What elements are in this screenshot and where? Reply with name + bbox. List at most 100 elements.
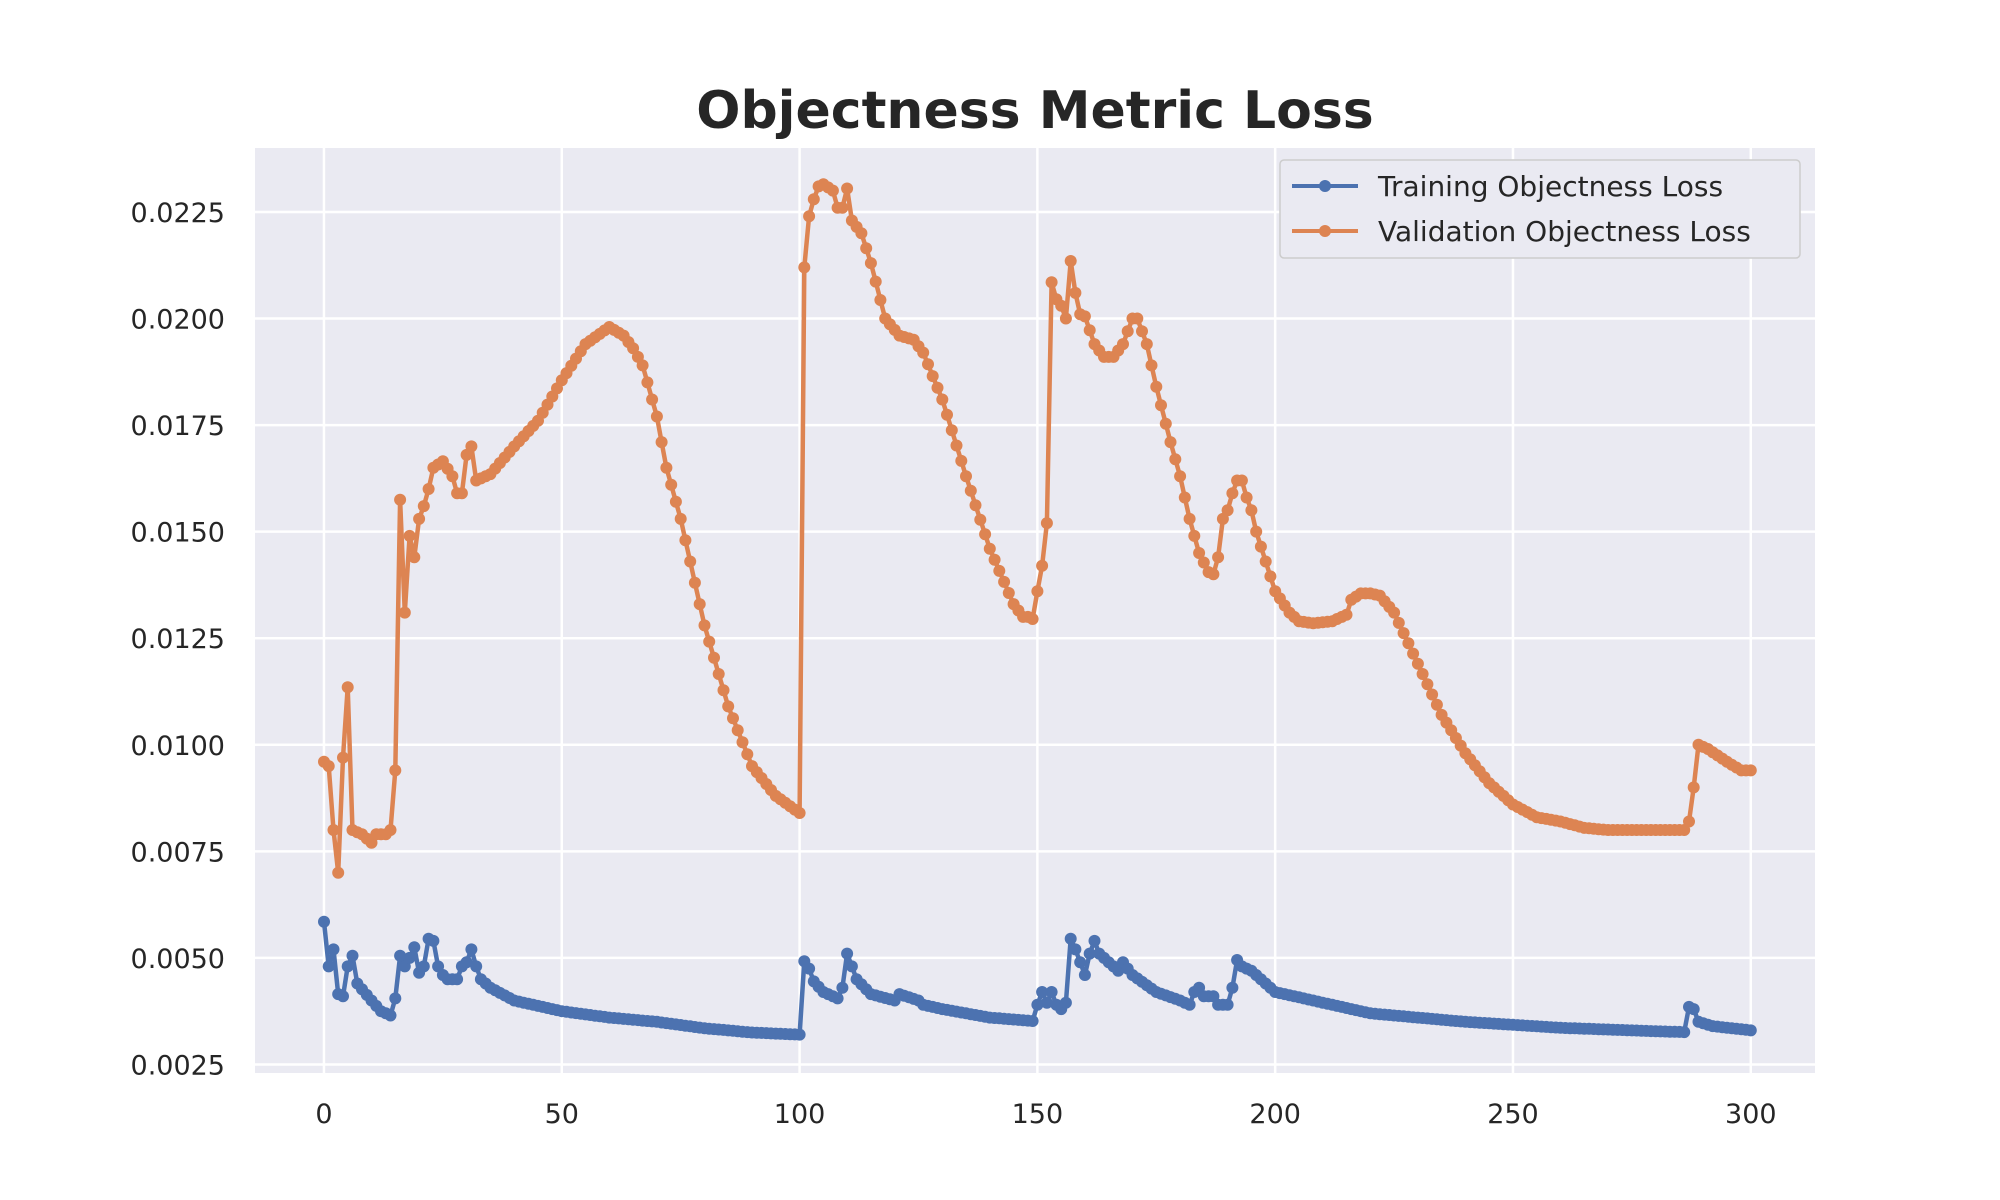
data-point	[1388, 606, 1401, 619]
data-point	[955, 454, 968, 467]
data-point	[470, 960, 483, 973]
data-point	[798, 261, 811, 274]
data-point	[836, 981, 849, 994]
data-point	[1392, 616, 1405, 629]
data-point	[1064, 255, 1077, 267]
data-point	[1031, 998, 1044, 1011]
data-point	[1340, 608, 1353, 621]
data-point	[1045, 276, 1058, 289]
data-point	[693, 598, 706, 611]
data-point	[727, 712, 739, 725]
data-point	[831, 992, 844, 1005]
data-point	[641, 376, 654, 389]
y-tick-label: 0.0075	[131, 837, 225, 868]
data-point	[1207, 568, 1220, 581]
data-point	[1426, 688, 1439, 701]
data-point	[736, 736, 749, 749]
data-point	[679, 534, 692, 547]
legend-box	[1279, 159, 1801, 259]
data-point	[869, 275, 882, 288]
data-point	[1083, 324, 1096, 337]
data-point	[1226, 981, 1239, 994]
tick-labels: 0 50 100 150 200 250 300 0.0025 0.0050 0.0075 0.01…	[131, 198, 1777, 1130]
data-point	[917, 346, 930, 359]
x-tick-label: 300	[1725, 1099, 1777, 1130]
data-point	[394, 949, 407, 962]
series-layer	[318, 178, 1757, 1041]
data-point	[1197, 556, 1210, 569]
data-point	[1183, 998, 1196, 1011]
data-point	[332, 866, 345, 879]
data-point	[427, 934, 440, 947]
data-point	[403, 529, 416, 542]
data-point	[1430, 698, 1443, 711]
data-point	[1064, 932, 1077, 945]
data-point	[1002, 587, 1015, 599]
data-point	[1183, 512, 1196, 525]
data-point	[1744, 1024, 1757, 1037]
data-point	[1407, 647, 1420, 660]
y-tick-label: 0.0125	[131, 624, 225, 655]
legend-label-validation: Validation Objectness Loss	[1378, 215, 1751, 248]
data-point	[1055, 299, 1068, 312]
data-point	[1159, 417, 1172, 430]
data-point	[1074, 956, 1087, 969]
data-point	[931, 381, 944, 394]
data-point	[1421, 678, 1434, 691]
data-point	[1240, 491, 1253, 504]
data-point	[327, 943, 340, 956]
data-point	[684, 555, 697, 568]
data-point	[1078, 969, 1091, 981]
data-point	[1221, 504, 1234, 517]
data-point	[384, 824, 397, 836]
data-point	[698, 619, 711, 632]
data-point	[408, 551, 421, 564]
data-point	[327, 824, 340, 836]
data-point	[708, 651, 720, 664]
data-point	[460, 956, 473, 969]
data-point	[1212, 551, 1225, 564]
x-tick-label: 50	[545, 1099, 579, 1130]
data-point	[803, 210, 816, 223]
data-point	[322, 960, 335, 973]
data-point	[1040, 996, 1053, 1009]
series-training	[318, 915, 1757, 1041]
data-point	[1145, 359, 1158, 372]
chart-title: Objectness Metric Loss	[696, 81, 1374, 141]
data-point	[988, 553, 1001, 566]
data-point	[1117, 338, 1129, 351]
data-point	[446, 470, 459, 483]
data-point	[398, 606, 411, 619]
data-point	[722, 700, 735, 713]
data-point	[1059, 996, 1072, 1009]
data-point	[1155, 399, 1167, 412]
data-point	[1235, 474, 1248, 487]
data-point	[389, 764, 402, 777]
data-point	[394, 493, 407, 506]
grid	[255, 148, 1815, 1073]
data-point	[1678, 1026, 1691, 1039]
data-point	[793, 807, 806, 819]
data-point	[422, 483, 435, 495]
data-point	[960, 470, 972, 483]
data-point	[1254, 540, 1267, 553]
data-point	[408, 941, 421, 954]
data-point	[1402, 637, 1415, 650]
data-point	[1121, 325, 1134, 338]
data-point	[1088, 934, 1101, 947]
data-point	[337, 751, 349, 764]
data-point	[665, 478, 678, 491]
x-tick-label: 0	[315, 1099, 332, 1130]
y-tick-label: 0.0200	[131, 305, 225, 336]
data-point	[646, 393, 659, 406]
data-point	[337, 990, 349, 1003]
data-point	[741, 748, 754, 761]
data-point	[1744, 764, 1757, 777]
legend: Training Objectness Loss Validation Obje…	[1279, 159, 1801, 259]
data-point	[807, 193, 820, 206]
y-tick-label: 0.0100	[131, 731, 225, 762]
data-point	[803, 962, 816, 975]
data-point	[1069, 286, 1082, 299]
data-point	[341, 960, 354, 973]
data-point	[1221, 998, 1234, 1011]
